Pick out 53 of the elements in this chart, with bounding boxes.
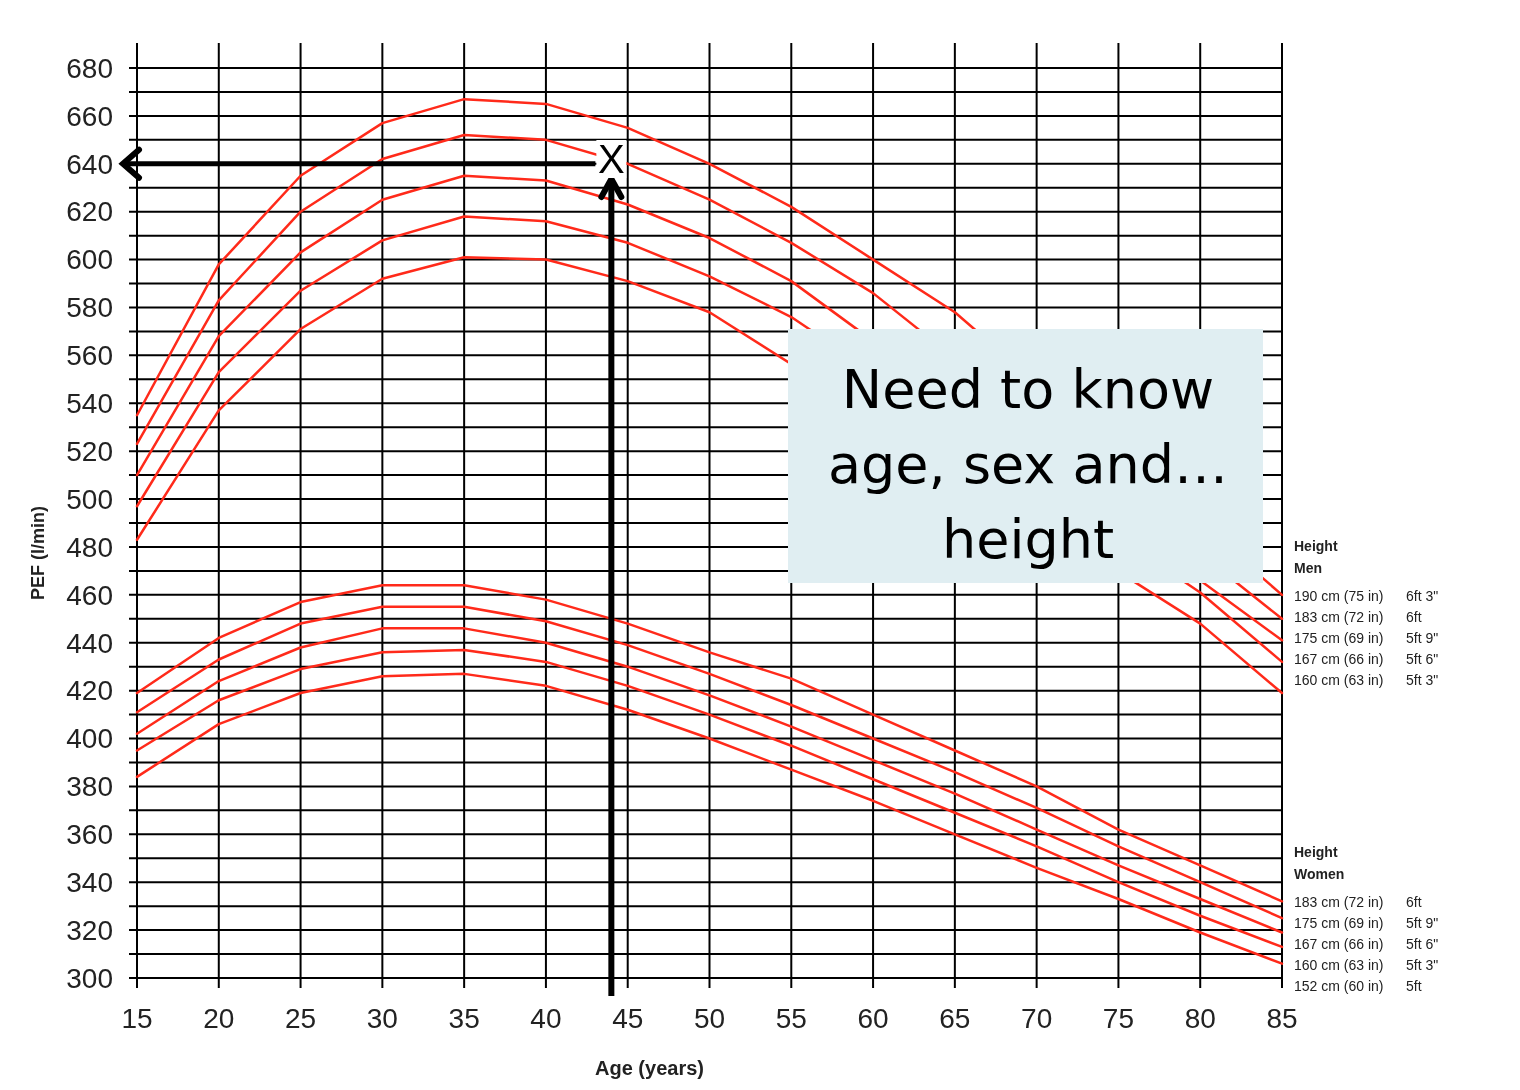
x-tick-label: 50 (693, 1003, 726, 1034)
x-tick-label: 40 (530, 1003, 562, 1034)
text: Women (1294, 866, 1345, 883)
x-tick-label: 70 (1021, 1003, 1053, 1034)
x-tick-label: 60 (857, 1003, 889, 1034)
annotation: Need to know age, sex and… height (827, 358, 1229, 571)
y-tick-label: 520 (66, 435, 113, 467)
text: 152 cm (60 in) 5ft (1294, 978, 1422, 995)
x-axis-title: Age (years) (595, 1057, 704, 1079)
x-tick-label: 35 (448, 1003, 480, 1034)
y-tick-label: 300 (66, 962, 113, 994)
y-tick-label: 600 (66, 244, 113, 276)
y-tick-label: 420 (66, 675, 113, 707)
y-tick-label: 640 (66, 148, 113, 180)
text: 160 cm (63 in) 5ft 3" (1294, 671, 1439, 688)
y-tick-label: 540 (66, 388, 113, 420)
text: 160 cm (63 in) 5ft 3" (1294, 957, 1439, 974)
y-tick-label: 440 (66, 627, 113, 659)
annotation: X (598, 137, 625, 181)
text: 167 cm (66 in) 5ft 6" (1294, 650, 1439, 667)
y-tick-label: 460 (66, 579, 113, 611)
text: 183 cm (72 in) 6ft (1294, 608, 1422, 625)
y-tick-label: 340 (66, 867, 113, 899)
x-tick-label: 85 (1266, 1003, 1298, 1034)
y-tick-label: 560 (66, 340, 113, 372)
text: 167 cm (66 in) 5ft 6" (1294, 936, 1439, 953)
text: 183 cm (72 in) 6ft (1294, 894, 1422, 911)
x-tick-label: 30 (366, 1003, 398, 1034)
text: Height (1294, 844, 1338, 861)
text: 175 cm (69 in) 5ft 9" (1294, 629, 1439, 646)
text: Men (1294, 559, 1322, 576)
x-tick-label: 15 (121, 1003, 153, 1034)
x-tick-label: 25 (284, 1003, 317, 1034)
y-tick-label: 580 (66, 292, 113, 324)
x-tick-label: 80 (1184, 1003, 1216, 1034)
text: 190 cm (75 in) 6ft 3" (1294, 587, 1439, 604)
text: Height (1294, 537, 1338, 554)
y-tick-label: 320 (66, 914, 113, 946)
y-tick-label: 380 (66, 771, 113, 803)
x-tick-label: 20 (203, 1003, 235, 1034)
y-tick-label: 500 (66, 483, 113, 515)
x-tick-label: 75 (1102, 1003, 1135, 1034)
x-tick-label: 65 (939, 1003, 971, 1034)
text: 175 cm (69 in) 5ft 9" (1294, 915, 1439, 932)
y-tick-label: 360 (66, 819, 113, 851)
y-tick-label: 480 (66, 531, 113, 563)
y-axis-title: PEF (l/min) (28, 506, 48, 600)
x-tick-label: 55 (775, 1003, 807, 1034)
y-tick-label: 620 (66, 196, 113, 228)
y-tick-label: 680 (66, 52, 113, 84)
y-tick-label: 400 (66, 723, 113, 755)
y-tick-label: 660 (66, 100, 113, 132)
x-tick-label: 45 (612, 1003, 644, 1034)
